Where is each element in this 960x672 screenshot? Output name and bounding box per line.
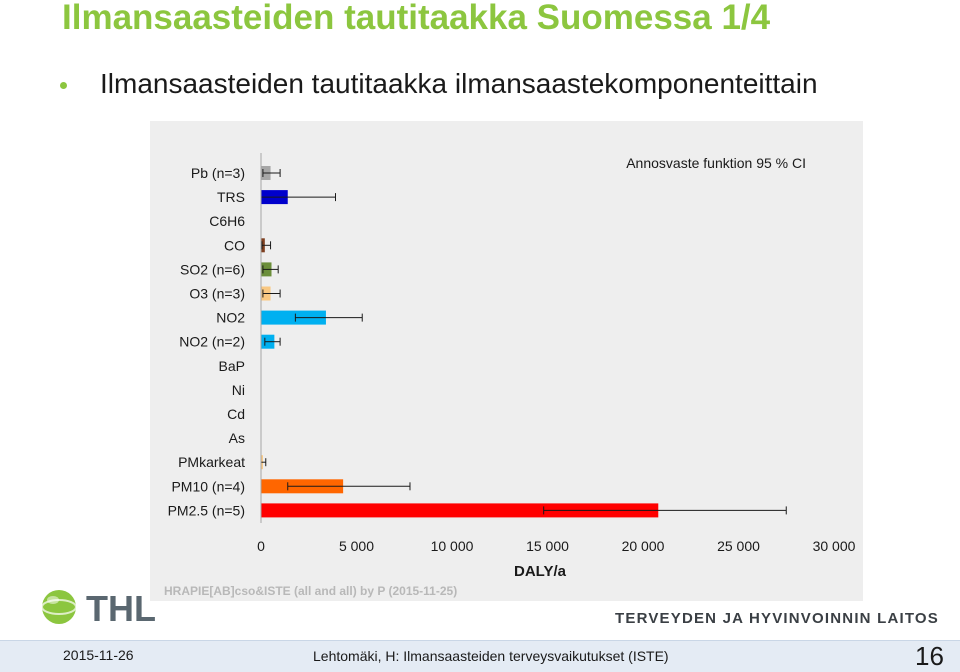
category-label: PM10 (n=4) — [171, 478, 245, 494]
footer-bar: 2015-11-26 Lehtomäki, H: Ilmansaasteiden… — [0, 640, 960, 672]
category-label: BaP — [219, 358, 245, 374]
error-bar — [294, 313, 363, 322]
x-tick-label: 20 000 — [622, 538, 665, 554]
category-label: PM2.5 (n=5) — [168, 502, 245, 518]
footer-text: Lehtomäki, H: Ilmansaasteiden terveysvai… — [313, 648, 669, 664]
source-note: HRAPIE[AB]cso&ISTE (all and all) by P (2… — [164, 584, 457, 598]
error-bar — [262, 289, 281, 298]
category-label: NO2 — [216, 310, 245, 326]
bar — [261, 503, 659, 518]
error-bar — [262, 265, 279, 274]
error-bar — [543, 506, 787, 515]
x-tick-label: 30 000 — [813, 538, 856, 554]
page-number: 16 — [915, 641, 944, 671]
error-bar — [262, 169, 281, 177]
category-label: Cd — [227, 406, 245, 422]
category-label: As — [229, 430, 245, 446]
category-label: O3 (n=3) — [189, 286, 245, 302]
x-tick-label: 0 — [257, 538, 265, 554]
bullet-dot-icon — [60, 82, 67, 89]
chart-panel: Pb (n=3) TRS C6H6 CO SO2 (n=6) O3 (n=3) NO2 NO2… — [150, 121, 863, 601]
category-label: NO2 (n=2) — [179, 334, 245, 350]
bullet-text: Ilmansaasteiden tautitaakka ilmansaastek… — [100, 68, 818, 99]
thl-globe-icon — [41, 590, 77, 624]
error-bar — [264, 337, 281, 346]
category-label: PMkarkeat — [178, 454, 245, 470]
category-label: Ni — [232, 382, 245, 398]
category-label: TRS — [217, 189, 245, 205]
bar-chart: Pb (n=3) TRS C6H6 CO SO2 (n=6) O3 (n=3) NO2 NO2… — [164, 153, 856, 598]
x-tick-label: 15 000 — [526, 538, 569, 554]
category-label: CO — [224, 237, 245, 253]
x-tick-label: 10 000 — [431, 538, 474, 554]
organization-name: TERVEYDEN JA HYVINVOINNIN LAITOS — [615, 610, 940, 627]
thl-logo: THL — [38, 586, 168, 629]
x-axis-label: DALY/a — [514, 563, 567, 580]
x-tick-label: 25 000 — [717, 538, 760, 554]
slide-title: Ilmansaasteiden tautitaakka Suomessa 1/4 — [62, 0, 771, 37]
chart-annotation: Annosvaste funktion 95 % CI — [626, 155, 806, 171]
error-bar — [287, 482, 411, 491]
error-bar — [261, 241, 272, 250]
category-label: C6H6 — [209, 213, 245, 229]
x-tick-label: 5 000 — [339, 538, 374, 554]
category-label: SO2 (n=6) — [180, 261, 245, 277]
logo-text: THL — [86, 588, 156, 628]
footer-date: 2015-11-26 — [63, 647, 134, 663]
bar — [261, 310, 326, 325]
category-label: Pb (n=3) — [191, 165, 245, 181]
